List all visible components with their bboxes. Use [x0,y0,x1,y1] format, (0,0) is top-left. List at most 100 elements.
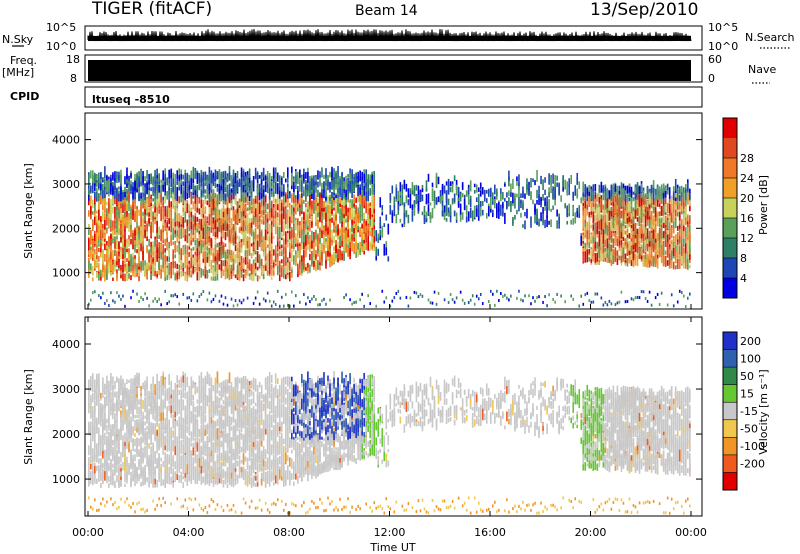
radar-echo [274,219,277,229]
radar-echo [90,298,92,302]
radar-echo [532,199,534,205]
radar-echo [194,190,197,196]
radar-echo [146,245,148,254]
radar-echo [118,212,120,219]
radar-echo [124,201,126,211]
radar-echo [234,299,237,303]
radar-echo [377,233,380,241]
radar-echo [371,193,374,206]
radar-echo [206,246,209,251]
radar-echo [307,219,309,226]
radar-echo [224,243,227,247]
radar-echo [325,230,327,237]
radar-echo [148,195,150,206]
radar-echo [118,215,120,227]
radar-echo [335,257,337,262]
radar-echo [610,236,613,244]
radar-echo [291,205,293,216]
radar-echo [96,272,98,279]
radar-echo [132,289,134,293]
radar-echo [624,204,627,210]
radar-echo [218,209,221,215]
radar-echo [94,208,96,221]
radar-echo [280,265,283,269]
radar-echo [164,248,166,253]
radar-echo [106,227,108,231]
radar-echo [309,175,311,182]
radar-echo [174,254,177,259]
radar-echo [487,188,490,197]
radar-echo [616,236,619,247]
radar-echo [210,185,213,197]
radar-echo [516,176,518,181]
radar-echo [226,196,229,205]
radar-echo [262,273,265,280]
radar-echo [224,179,227,186]
radar-echo [397,289,400,293]
radar-echo [560,195,562,202]
radar-echo [190,250,193,258]
radar-echo [144,260,146,270]
radar-echo [295,233,297,238]
radar-echo [180,179,183,184]
radar-echo [566,190,568,196]
radar-echo [208,242,211,247]
radar-echo [624,219,627,225]
radar-echo [186,231,189,238]
radar-echo [196,245,199,257]
radar-echo [126,262,128,273]
radar-echo [578,213,581,219]
radar-echo [172,175,175,181]
radar-echo [156,183,158,193]
radar-echo [186,235,189,244]
radar-echo [104,219,106,230]
radar-echo [425,218,428,223]
radar-echo [244,185,247,191]
radar-echo [552,297,554,301]
noise-trace [87,28,692,42]
radar-echo [204,180,207,184]
radar-echo [114,207,116,219]
radar-echo [606,214,609,226]
radar-echo [236,303,239,307]
radar-echo [194,212,197,220]
radar-echo [313,260,315,267]
radar-echo [194,251,197,257]
radar-echo [431,301,434,305]
radar-echo [347,248,349,257]
radar-echo [311,178,313,190]
radar-echo [586,230,589,239]
radar-echo [176,225,179,237]
radar-echo [278,238,281,247]
radar-echo [600,240,603,245]
radar-echo [457,186,460,194]
radar-echo [118,265,120,271]
radar-echo [600,200,603,211]
radar-echo [622,243,625,253]
freq-tick-top: 18 [66,53,80,66]
radar-echo [508,197,510,207]
radar-echo [331,239,333,246]
radar-echo [301,261,303,274]
radar-echo [196,217,199,222]
radar-echo [162,244,164,253]
radar-echo [134,230,136,236]
radar-echo [208,268,211,274]
radar-echo [200,243,203,254]
radar-echo [353,223,355,232]
radar-echo [516,209,518,215]
nsky-label: N.Sky [2,33,34,46]
radar-echo [508,176,510,187]
radar-echo [590,188,593,200]
radar-echo [351,199,353,208]
radar-echo [602,220,605,231]
radar-echo [224,251,227,260]
radar-echo [594,205,597,214]
radar-echo [479,206,482,217]
radar-echo [134,239,136,248]
radar-echo [150,273,152,279]
radar-echo [395,187,398,200]
radar-echo [206,222,209,227]
radar-echo [168,218,170,224]
radar-echo [266,218,269,223]
